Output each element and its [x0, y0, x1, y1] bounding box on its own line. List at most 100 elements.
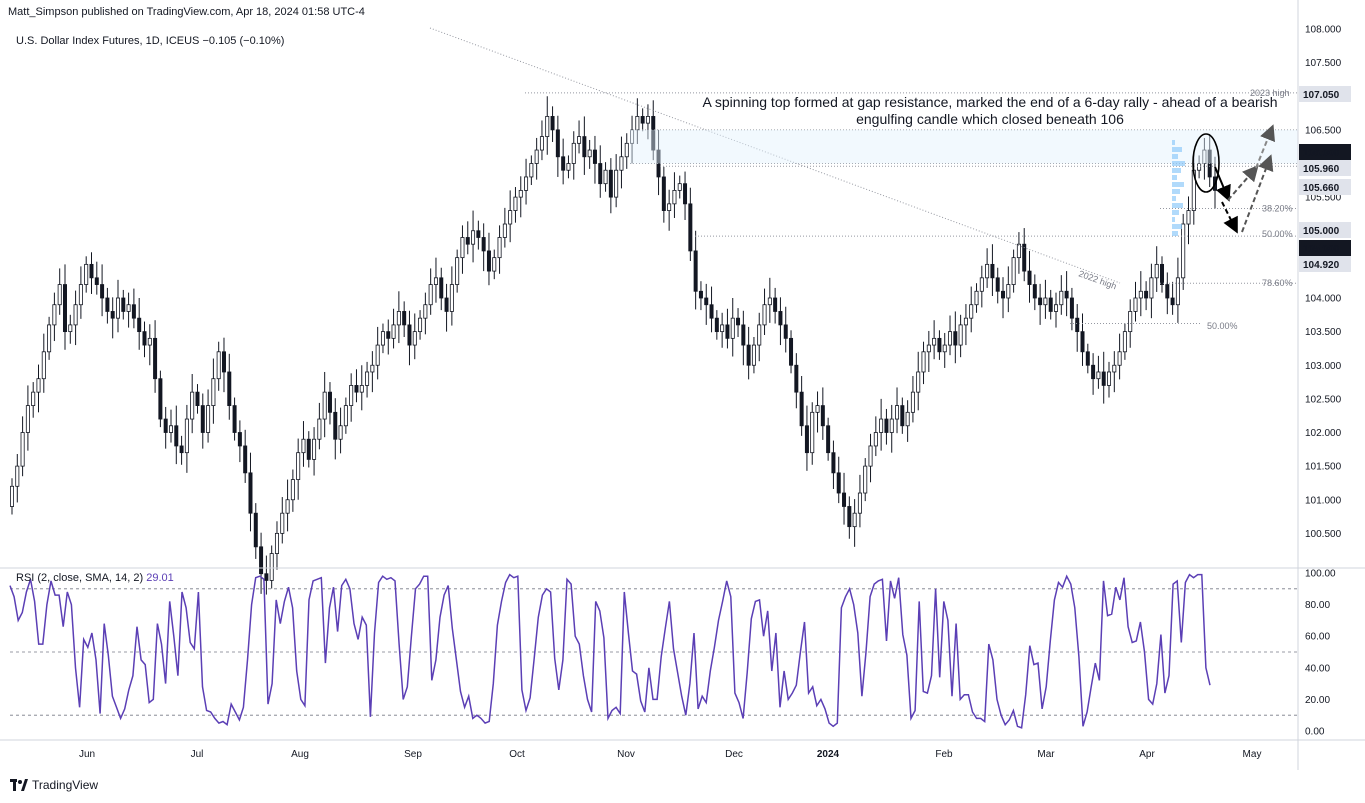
candle-body-up — [147, 337, 152, 346]
candle — [582, 116, 587, 175]
candle — [1027, 250, 1032, 303]
candle-body-up — [603, 169, 608, 185]
candle — [995, 267, 1000, 304]
price-label-text: 105.660 — [1303, 183, 1340, 194]
rebound-arrow-1 — [1227, 164, 1259, 201]
candle-body-down — [137, 317, 142, 333]
candle — [269, 545, 274, 589]
price-label-text: 105.960 — [1303, 164, 1340, 175]
bearish-arrow-1 — [1214, 166, 1231, 202]
price-tick-label: 106.500 — [1305, 125, 1342, 136]
price-tick-label: 101.500 — [1305, 462, 1342, 473]
candle — [709, 286, 714, 333]
candle — [9, 478, 14, 515]
candle — [751, 337, 756, 374]
candle — [1032, 274, 1037, 311]
candle-body-down — [174, 425, 179, 447]
footer[interactable]: TradingView — [10, 778, 98, 792]
spinning-top-highlight — [1192, 133, 1220, 193]
candle-body-up — [1175, 277, 1180, 306]
rsi-value: 29.01 — [146, 572, 174, 584]
price-tick-label: 104.000 — [1305, 294, 1342, 305]
candle-body-down — [783, 324, 788, 339]
candle-body-up — [359, 385, 364, 393]
candle — [253, 503, 258, 559]
symbol-legend[interactable]: U.S. Dollar Index Futures, 1D, ICEUS −0.… — [16, 35, 284, 47]
candle — [513, 187, 518, 223]
candle — [73, 290, 78, 346]
candle — [587, 139, 592, 169]
candle — [789, 330, 794, 374]
volume-profile-bar — [1172, 161, 1185, 166]
price-tick-label: 102.000 — [1305, 428, 1342, 439]
candle-body-up — [916, 371, 921, 393]
candle-body-down — [746, 344, 751, 366]
candle — [402, 301, 407, 338]
candle-body-up — [211, 378, 216, 407]
candle-body-up — [497, 237, 502, 259]
candle-body-up — [168, 425, 173, 433]
candle — [879, 398, 884, 451]
candle — [741, 310, 746, 366]
candle — [444, 283, 449, 332]
candle-body-up — [1054, 304, 1059, 312]
candle-body-down — [582, 136, 587, 158]
candle — [370, 351, 375, 393]
candle — [418, 310, 423, 340]
candle — [1122, 323, 1127, 360]
price-label-bg — [1299, 86, 1351, 102]
rsi-title[interactable]: RSI (2, close, SMA, 14, 2) — [16, 572, 144, 584]
candle-body-up — [963, 317, 968, 326]
candle-body-down — [62, 284, 67, 333]
candle — [301, 421, 306, 467]
candle-body-up — [1117, 351, 1122, 366]
candle — [497, 225, 502, 274]
candle — [280, 497, 285, 544]
candle — [439, 267, 444, 311]
candle-body-up — [852, 512, 857, 528]
candle — [126, 292, 131, 328]
candle — [1117, 333, 1122, 380]
candle — [455, 249, 460, 293]
candle-body-down — [237, 432, 242, 447]
candle-body-up — [449, 284, 454, 312]
candle-body-down — [794, 364, 799, 393]
candle-body-up — [810, 411, 815, 454]
candle-body-up — [889, 418, 894, 433]
volume-profile-bar — [1172, 182, 1184, 187]
candle-body-down — [1080, 331, 1085, 353]
candle — [1064, 271, 1069, 317]
price-label-bg — [1299, 144, 1351, 160]
candle-body-up — [296, 452, 301, 480]
candle-body-up — [216, 351, 221, 380]
price-label-text: 105.000 — [1303, 226, 1340, 237]
candle — [974, 283, 979, 313]
candle-body-up — [720, 324, 725, 333]
candle — [725, 308, 730, 349]
candle-body-up — [126, 304, 131, 312]
footer-brand[interactable]: TradingView — [32, 778, 99, 792]
candle — [168, 409, 173, 443]
candle — [932, 320, 937, 360]
candle — [386, 319, 391, 355]
candle — [614, 154, 619, 208]
candle — [534, 137, 539, 180]
candle — [428, 268, 433, 315]
symbol-title[interactable]: U.S. Dollar Index Futures, 1D, ICEUS — [16, 35, 200, 47]
candle — [158, 370, 163, 428]
rebound-arrow-3 — [1255, 124, 1275, 169]
candle — [1022, 228, 1027, 282]
candle-body-up — [184, 418, 189, 454]
candle — [137, 298, 142, 350]
candle — [561, 138, 566, 185]
candle — [550, 106, 555, 142]
candle — [1038, 283, 1043, 325]
candle-body-up — [545, 116, 550, 138]
candle — [62, 264, 67, 350]
rsi-legend[interactable]: RSI (2, close, SMA, 14, 2) 29.01 — [16, 572, 174, 584]
candle — [730, 298, 735, 357]
candle-body-down — [1144, 290, 1149, 299]
candle — [985, 248, 990, 288]
candle-body-up — [857, 492, 862, 514]
candle — [380, 323, 385, 354]
